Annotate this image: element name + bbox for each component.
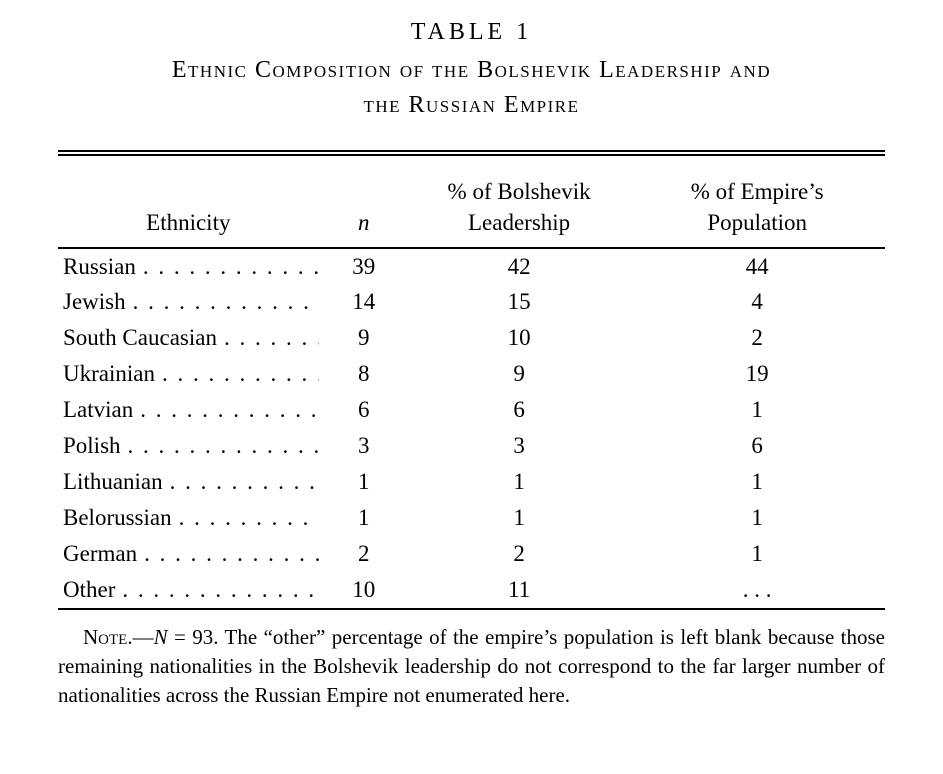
col-header-leadership: % of Bolshevik Leadership xyxy=(408,156,630,249)
table-subtitle: Ethnic Composition of the Bolshevik Lead… xyxy=(58,53,885,123)
dot-leader xyxy=(136,254,319,280)
table-subtitle-line1: Ethnic Composition of the Bolshevik Lead… xyxy=(171,57,772,83)
leadership-value: 1 xyxy=(513,469,525,494)
population-value: 19 xyxy=(745,361,769,386)
col-header-population: % of Empire’s Population xyxy=(629,156,885,249)
leadership-value: 42 xyxy=(507,253,531,279)
n-value: 8 xyxy=(357,361,370,386)
leadership-value: 15 xyxy=(507,289,531,314)
population-value: 44 xyxy=(745,253,769,279)
population-value: 1 xyxy=(751,505,763,530)
table-row: South Caucasian 9 10 2 xyxy=(58,320,885,356)
n-value: 6 xyxy=(357,397,370,422)
dot-leader xyxy=(137,541,319,567)
table-row: Ukrainian 8 9 19 xyxy=(58,356,885,392)
leadership-value: 2 xyxy=(513,541,525,566)
ethnicity-label: Latvian xyxy=(63,397,134,422)
n-value: 3 xyxy=(357,433,370,458)
dot-leader xyxy=(121,433,319,459)
n-value: 9 xyxy=(357,325,370,350)
n-value: 1 xyxy=(357,469,370,494)
dot-leader xyxy=(115,577,318,603)
col-header-leadership-line2: Leadership xyxy=(468,210,571,235)
table-row: Latvian 6 6 1 xyxy=(58,392,885,428)
population-value: 6 xyxy=(751,433,763,458)
population-value: 1 xyxy=(751,469,763,494)
table-row: German 2 2 1 xyxy=(58,536,885,572)
leadership-value: 9 xyxy=(513,361,525,386)
header-row: Ethnicity n % of Bolshevik Leadership % … xyxy=(58,156,885,249)
ethnicity-label: Polish xyxy=(63,433,121,458)
dot-leader xyxy=(126,289,319,315)
table-row: Jewish 14 15 4 xyxy=(58,284,885,320)
n-value: 1 xyxy=(357,505,370,530)
table-row: Belorussian 1 1 1 xyxy=(58,500,885,536)
dot-leader xyxy=(172,505,319,531)
ethnicity-label: Ukrainian xyxy=(63,361,155,386)
dot-leader xyxy=(163,469,319,495)
population-value: 1 xyxy=(751,541,763,566)
col-header-population-line1: % of Empire’s xyxy=(690,179,824,204)
ethnicity-label: South Caucasian xyxy=(63,325,217,350)
col-header-population-line2: Population xyxy=(707,210,808,235)
col-header-ethnicity: Ethnicity xyxy=(58,156,319,249)
col-header-n-label: n xyxy=(357,210,370,235)
dot-leader xyxy=(133,397,318,423)
ethnicity-label: Russian xyxy=(63,253,136,279)
n-value: 2 xyxy=(357,541,370,566)
note-text: = 93. The “other” percentage of the empi… xyxy=(58,625,885,707)
population-value: 2 xyxy=(751,325,763,350)
ethnicity-label: Belorussian xyxy=(63,505,172,530)
n-value: 39 xyxy=(352,253,376,279)
ethnicity-label: Jewish xyxy=(63,289,126,314)
col-header-ethnicity-label: Ethnicity xyxy=(146,210,231,235)
col-header-leadership-line1: % of Bolshevik xyxy=(447,179,591,204)
population-value: 4 xyxy=(751,289,763,314)
note-dash: — xyxy=(132,625,154,649)
table-subtitle-line2: the Russian Empire xyxy=(363,92,580,118)
table-title: TABLE 1 xyxy=(410,19,533,45)
table-row: Russian 39 42 44 xyxy=(58,248,885,284)
ethnicity-label: Other xyxy=(63,577,116,602)
ethnicity-label: Lithuanian xyxy=(63,469,163,494)
population-value: 1 xyxy=(751,397,763,422)
n-value: 14 xyxy=(352,289,376,314)
dot-leader xyxy=(155,361,319,387)
leadership-value: 6 xyxy=(513,397,525,422)
note-label: Note. xyxy=(83,625,133,649)
table-row: Lithuanian 1 1 1 xyxy=(58,464,885,500)
population-value: . . . xyxy=(742,577,772,602)
leadership-value: 3 xyxy=(513,433,525,458)
n-value: 10 xyxy=(352,577,376,602)
dot-leader xyxy=(217,325,319,351)
col-header-n: n xyxy=(318,156,409,249)
top-double-rule xyxy=(58,150,885,156)
leadership-value: 10 xyxy=(507,325,531,350)
leadership-value: 1 xyxy=(513,505,525,530)
table-note: Note.—N = 93. The “other” percentage of … xyxy=(58,623,885,710)
table-row: Polish 3 3 6 xyxy=(58,428,885,464)
ethnicity-label: German xyxy=(63,541,138,566)
bottom-rule xyxy=(58,608,885,610)
ethnic-composition-table: Ethnicity n % of Bolshevik Leadership % … xyxy=(58,156,885,608)
note-n-variable: N xyxy=(153,625,168,649)
leadership-value: 11 xyxy=(508,577,531,602)
table-row: Other 10 11 . . . xyxy=(58,572,885,608)
